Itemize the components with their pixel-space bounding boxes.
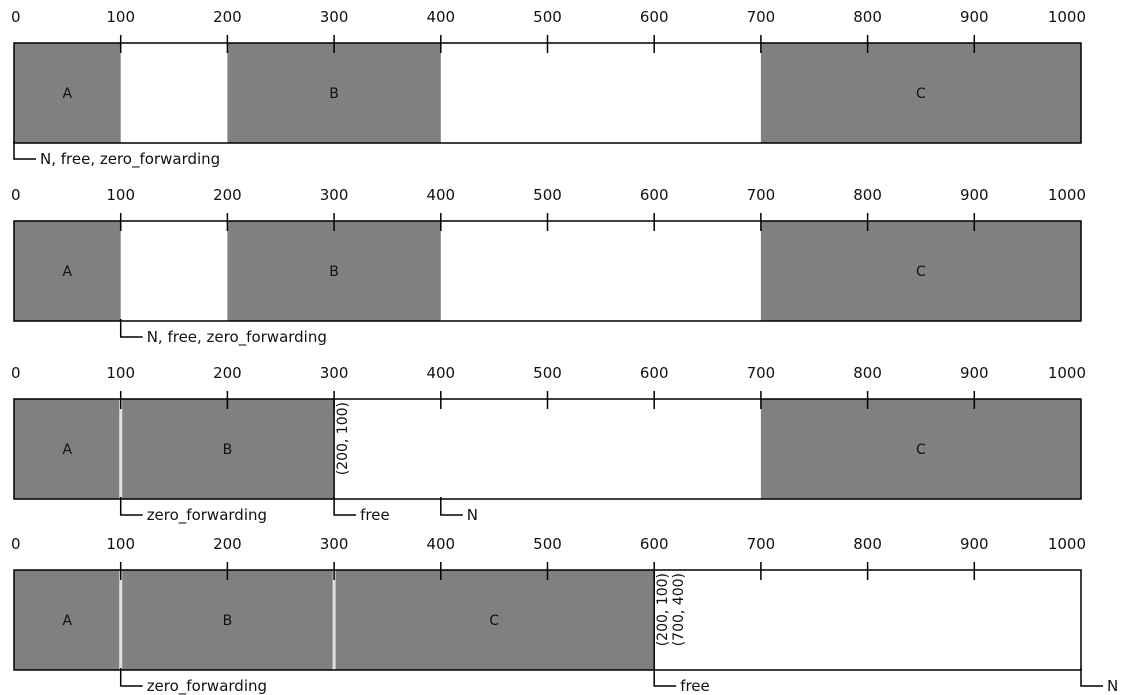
pointer-line — [119, 319, 143, 338]
pointer-label: N — [1107, 677, 1118, 695]
axis-tick-label: 400 — [426, 8, 455, 26]
axis-tick-label: 1000 — [1048, 8, 1086, 26]
axis-tick-label: 400 — [426, 186, 455, 204]
pointer-line — [1080, 668, 1103, 687]
axis-tick-label: 500 — [533, 186, 562, 204]
axis-tick-label: 700 — [747, 8, 776, 26]
axis-tick-label: 700 — [747, 535, 776, 553]
block-label: C — [489, 613, 499, 629]
axis-tick-label: 100 — [106, 535, 135, 553]
pointer-label: zero_forwarding — [147, 677, 267, 695]
pointer-line — [333, 497, 357, 516]
pointer-label: N, free, zero_forwarding — [40, 150, 220, 169]
memory-block-b — [227, 43, 441, 143]
axis-tick-label: 200 — [213, 364, 242, 382]
block-label: B — [223, 613, 233, 629]
memory-block-c — [760, 399, 1081, 499]
pointer-label: free — [680, 677, 710, 695]
pointer-line — [13, 141, 36, 160]
axis-tick-label: 300 — [320, 8, 349, 26]
memory-block-b — [227, 221, 441, 321]
axis-tick-label: 200 — [213, 186, 242, 204]
axis-tick-label: 900 — [960, 8, 989, 26]
memory-block-c — [334, 570, 655, 670]
axis-tick-label: 600 — [640, 8, 669, 26]
axis-tick-label: 900 — [960, 535, 989, 553]
pointer-label: free — [360, 506, 390, 524]
axis-tick-label: 0 — [11, 364, 21, 382]
axis-tick-label: 0 — [11, 8, 21, 26]
block-label: C — [916, 86, 926, 102]
pointer-label: zero_forwarding — [147, 506, 267, 525]
block-label: C — [916, 442, 926, 458]
axis-tick-label: 200 — [213, 8, 242, 26]
axis-tick-label: 600 — [640, 535, 669, 553]
axis-tick-label: 700 — [747, 186, 776, 204]
axis-tick-label: 200 — [213, 535, 242, 553]
block-label: B — [223, 442, 233, 458]
axis-tick-label: 900 — [960, 186, 989, 204]
block-label: A — [63, 86, 73, 102]
axis-tick-label: 400 — [426, 535, 455, 553]
block-label: A — [63, 264, 73, 280]
axis-tick-label: 800 — [853, 535, 882, 553]
memory-block-a — [14, 399, 121, 499]
axis-tick-label: 600 — [640, 186, 669, 204]
pointer-line — [119, 668, 143, 687]
axis-tick-label: 500 — [533, 364, 562, 382]
block-label: B — [329, 264, 339, 280]
annotation-label: (200, 100) — [335, 402, 351, 475]
pointer-line — [440, 497, 463, 516]
axis-tick-label: 100 — [106, 8, 135, 26]
pointer-label: N — [467, 506, 478, 524]
axis-tick-label: 300 — [320, 535, 349, 553]
axis-tick-label: 500 — [533, 535, 562, 553]
annotation-label: (200, 100) — [655, 573, 671, 646]
axis-tick-label: 100 — [106, 364, 135, 382]
block-label: C — [916, 264, 926, 280]
axis-tick-label: 800 — [853, 8, 882, 26]
pointer-line — [653, 668, 677, 687]
memory-block-c — [760, 43, 1081, 143]
axis-tick-label: 800 — [853, 364, 882, 382]
block-label: A — [63, 613, 73, 629]
memory-block-a — [14, 221, 121, 321]
pointer-line — [119, 497, 143, 516]
memory-block-a — [14, 570, 121, 670]
memory-block-b — [120, 570, 335, 670]
memory-block-b — [120, 399, 335, 499]
axis-tick-label: 0 — [11, 535, 21, 553]
axis-tick-label: 400 — [426, 364, 455, 382]
memory-block-c — [760, 221, 1081, 321]
axis-tick-label: 0 — [11, 186, 21, 204]
memory-block-a — [14, 43, 121, 143]
axis-tick-label: 1000 — [1048, 364, 1086, 382]
axis-tick-label: 300 — [320, 364, 349, 382]
axis-tick-label: 900 — [960, 364, 989, 382]
axis-tick-label: 600 — [640, 364, 669, 382]
annotation-label: (700, 400) — [671, 573, 687, 646]
axis-tick-label: 800 — [853, 186, 882, 204]
axis-tick-label: 1000 — [1048, 535, 1086, 553]
axis-tick-label: 1000 — [1048, 186, 1086, 204]
axis-tick-label: 500 — [533, 8, 562, 26]
block-label: B — [329, 86, 339, 102]
block-label: A — [63, 442, 73, 458]
pointer-label: N, free, zero_forwarding — [147, 328, 327, 347]
axis-tick-label: 300 — [320, 186, 349, 204]
axis-tick-label: 100 — [106, 186, 135, 204]
axis-tick-label: 700 — [747, 364, 776, 382]
